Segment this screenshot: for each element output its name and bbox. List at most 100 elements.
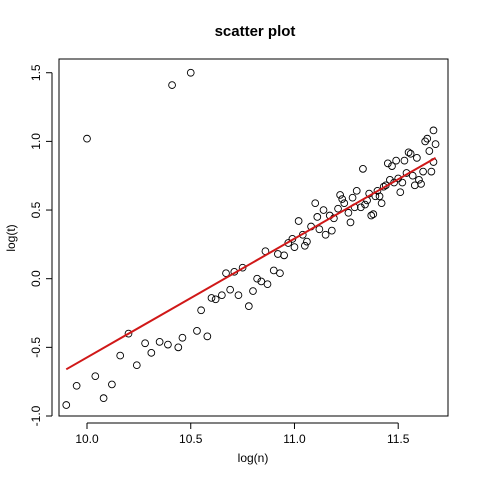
regression-line [65,156,437,371]
data-point [99,394,108,403]
data-point [383,159,392,168]
y-tick-label: 1.5 [29,64,43,81]
data-point [124,329,133,338]
data-point [222,269,230,278]
data-point [404,148,413,157]
y-tick-label: -1.0 [29,405,43,426]
data-point [83,134,91,143]
x-tick-label: 10.5 [179,432,203,446]
data-point [207,294,216,302]
data-point [431,140,440,148]
data-point [249,287,257,295]
data-point [218,291,226,300]
data-point [276,269,284,278]
x-tick-label: 10.0 [75,432,99,446]
data-point [284,239,293,247]
data-point [155,338,164,346]
y-axis-label: log(t) [4,224,18,251]
y-tick-label: -0.5 [29,337,43,358]
data-point [425,147,434,155]
data-point [211,295,220,304]
data-point [197,306,205,315]
data-point [327,226,336,235]
data-point [406,149,415,158]
data-point [346,218,355,227]
data-point [377,199,386,208]
y-axis: -1.0 -0.5 0.0 0.5 1.0 1.5 [29,64,53,426]
data-point [147,348,156,357]
y-tick-label: 0.5 [29,201,43,218]
data-point [132,361,141,370]
data-point [193,327,201,335]
data-point [357,203,365,212]
data-point [344,208,353,217]
data-point [244,302,253,311]
data-point [394,174,403,183]
data-point [203,332,212,341]
data-point [369,210,378,219]
data-point [164,340,172,349]
data-point [303,237,311,246]
data-point [348,193,357,202]
plot-frame [58,58,449,417]
data-points [62,68,440,409]
data-point [338,195,347,203]
data-point [300,241,309,250]
data-point [336,191,344,199]
data-point [116,351,125,360]
data-point [178,333,187,342]
data-point [415,175,423,184]
data-point [108,380,116,389]
x-axis-label: log(n) [238,451,269,465]
data-point [174,343,183,352]
data-point [334,204,342,213]
data-point [280,251,288,260]
data-point [290,243,299,251]
data-point [398,178,407,187]
data-point [91,372,100,381]
data-point [421,137,430,146]
data-point [311,199,320,208]
data-point [186,68,195,77]
data-point [429,126,438,135]
data-point [234,291,243,300]
data-point [321,230,330,239]
data-point [263,280,272,289]
data-point [72,381,81,390]
data-point [400,156,409,165]
data-point [361,200,369,209]
data-point [359,164,367,173]
data-point [417,180,425,188]
x-axis: 10.0 10.5 11.0 11.5 [75,422,410,446]
data-point [392,156,400,165]
data-point [408,171,417,180]
chart-title: scatter plot [215,23,296,40]
data-point [238,263,247,272]
data-point [352,186,361,195]
data-point [269,266,278,275]
data-point [340,199,349,208]
data-point [315,225,324,234]
x-tick-label: 11.5 [387,432,410,446]
data-point [62,401,71,409]
x-tick-label: 11.0 [283,432,306,446]
data-point [168,81,176,89]
data-point [396,188,405,197]
data-point [319,206,328,214]
data-point [257,277,266,286]
data-point [413,154,421,162]
data-point [427,167,436,176]
data-point [423,134,432,143]
data-point [419,167,427,176]
data-point [313,213,322,221]
data-point [375,192,384,201]
data-point [388,162,396,170]
data-point [226,285,235,294]
data-point [373,186,382,195]
y-tick-label: 0.0 [29,270,43,287]
data-point [367,211,376,220]
data-point [294,217,303,225]
data-point [141,339,149,348]
data-point [253,274,261,283]
